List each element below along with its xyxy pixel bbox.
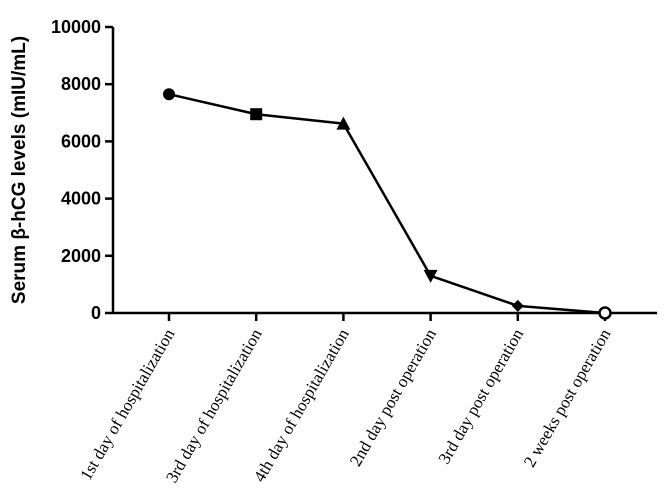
x-tick-label: 3rd day post operation [435,325,528,467]
data-point-marker [511,299,524,312]
y-tick-label: 2000 [61,246,101,266]
y-tick-label: 6000 [61,131,101,151]
y-tick-label: 8000 [61,74,101,94]
series-layer [163,88,612,320]
y-axis: 0 2000 4000 6000 8000 10000 [51,17,115,323]
x-tick-label: 1st day of hospitalization [76,325,178,483]
x-tick-label: 4th day of hospitalization [250,325,353,485]
data-point-marker [423,269,438,283]
y-tick-label: 4000 [61,189,101,209]
data-point-marker [598,306,612,320]
y-tick-label: 0 [91,303,101,323]
y-axis-label: Serum β-hCG levels (mIU/mL) [9,36,30,304]
x-tick-label: 2 weeks post operation [520,325,615,470]
x-tick-label: 2nd day post operation [346,325,440,469]
x-tick-label: 3rd day of hospitalization [162,325,266,486]
data-point-marker [163,88,175,101]
series-line [168,92,606,315]
data-point-marker [250,108,263,121]
y-tick-label: 10000 [51,17,101,37]
data-point-marker [336,116,351,130]
